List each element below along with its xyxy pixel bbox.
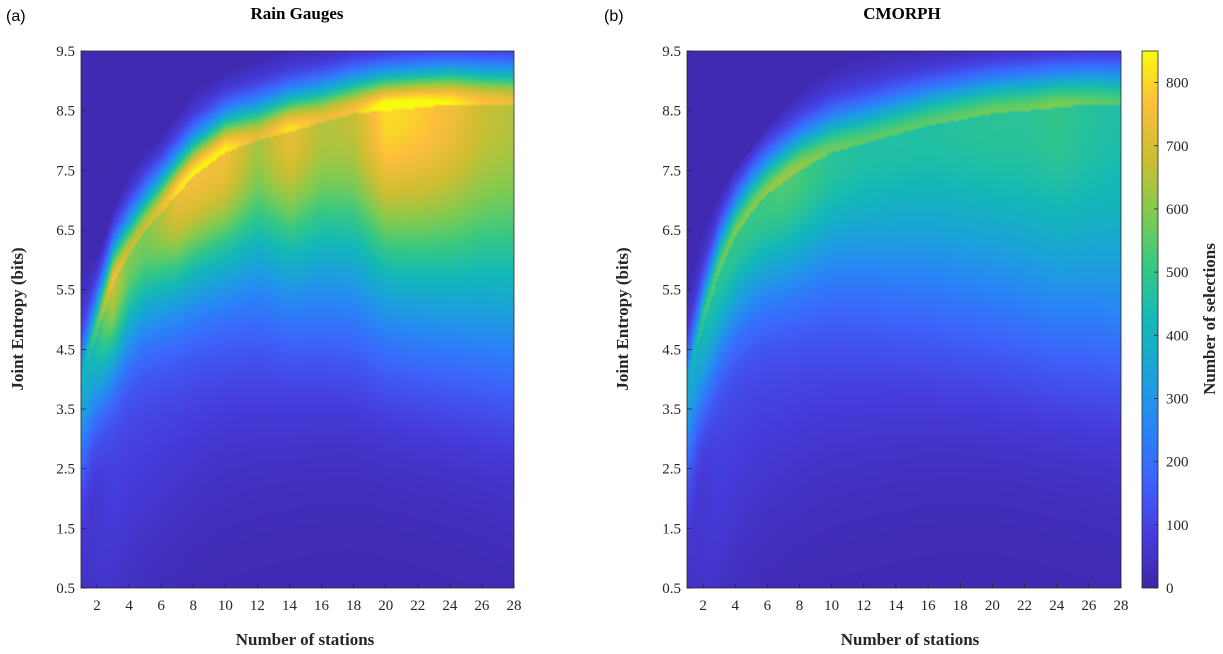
y-tick-label: 0.5: [662, 581, 681, 597]
x-tick-label: 22: [1017, 598, 1032, 614]
y-tick-label: 4.5: [662, 342, 681, 358]
x-tick-label: 12: [856, 598, 871, 614]
y-tick-label: 8.5: [56, 104, 75, 120]
y-axis-label-a: Joint Entropy (bits): [8, 247, 27, 390]
panel-a: (a) Rain Gauges 2 4 6 8 10 12 14 16 18 20 22 24 26 28…: [6, 4, 522, 649]
chart-title-b: CMORPH: [863, 4, 940, 23]
x-tick-label: 10: [824, 598, 839, 614]
y-axis-label-b: Joint Entropy (bits): [613, 247, 632, 390]
x-tick-label: 10: [218, 598, 233, 614]
y-tick-label: 9.5: [56, 44, 75, 60]
x-tick-label: 26: [474, 598, 490, 614]
x-tick-label: 16: [314, 598, 330, 614]
y-tick-label: 8.5: [662, 104, 681, 120]
x-tick-label: 8: [190, 598, 198, 614]
y-tick-label: 4.5: [56, 342, 75, 358]
y-ticks-a: 0.5 1.5 2.5 3.5 4.5 5.5 6.5 7.5 8.5 9.5: [56, 44, 86, 597]
colorbar-tick-label: 700: [1166, 139, 1189, 155]
colorbar-tick-label: 200: [1166, 455, 1189, 471]
x-tick-label: 18: [953, 598, 968, 614]
x-tick-label: 6: [157, 598, 165, 614]
y-tick-label: 2.5: [662, 462, 681, 478]
panel-label-b: (b): [604, 8, 624, 25]
x-tick-label: 24: [1049, 598, 1065, 614]
x-tick-label: 20: [985, 598, 1000, 614]
x-tick-label: 14: [282, 598, 298, 614]
y-tick-label: 5.5: [56, 283, 75, 299]
x-tick-label: 6: [764, 598, 772, 614]
y-tick-label: 6.5: [56, 223, 75, 239]
x-tick-label: 2: [699, 598, 707, 614]
x-tick-label: 28: [1114, 598, 1129, 614]
colorbar: 0 100 200 300 400 500 600 700 800 Number of sele…: [1141, 50, 1219, 597]
x-tick-label: 2: [93, 598, 101, 614]
colorbar-ticks: 0 100 200 300 400 500 600 700 800: [1154, 76, 1189, 597]
y-tick-label: 6.5: [662, 223, 681, 239]
x-tick-label: 4: [125, 598, 133, 614]
y-tick-label: 5.5: [662, 283, 681, 299]
x-tick-label: 18: [346, 598, 361, 614]
y-tick-label: 7.5: [56, 163, 75, 179]
x-tick-label: 28: [507, 598, 522, 614]
y-tick-label: 3.5: [56, 402, 75, 418]
x-tick-label: 12: [250, 598, 265, 614]
x-tick-label: 20: [378, 598, 393, 614]
x-ticks-b: 2 4 6 8 10 12 14 16 18 20 22 24 26 28: [699, 583, 1129, 614]
x-tick-label: 4: [731, 598, 739, 614]
y-tick-label: 3.5: [662, 402, 681, 418]
heatmap-image-a: [81, 51, 514, 588]
x-ticks-a: 2 4 6 8 10 12 14 16 18 20 22 24 26 28: [93, 583, 522, 614]
y-tick-label: 9.5: [662, 44, 681, 60]
chart-title-a: Rain Gauges: [250, 4, 343, 23]
x-axis-label-a: Number of stations: [236, 630, 375, 649]
colorbar-label: Number of selections: [1200, 243, 1219, 395]
x-tick-label: 14: [888, 598, 904, 614]
colorbar-tick-label: 300: [1166, 391, 1189, 407]
colorbar-tick-label: 500: [1166, 265, 1189, 281]
panel-label-a: (a): [6, 8, 26, 25]
plot-frame-a: [80, 50, 515, 589]
colorbar-tick-label: 100: [1166, 518, 1189, 534]
y-tick-label: 1.5: [662, 521, 681, 537]
panel-b: (b) CMORPH 2 4 6 8 10 12 14 16 18 20 22 24 26 28 0.51…: [604, 4, 1129, 649]
colorbar-tick-label: 600: [1166, 202, 1189, 218]
x-tick-label: 26: [1081, 598, 1097, 614]
heatmap-image-b: [687, 51, 1121, 588]
colorbar-gradient: [1141, 50, 1159, 589]
plot-frame-b: [686, 50, 1122, 589]
y-ticks-b: 0.5 1.5 2.5 3.5 4.5 5.5 6.5 7.5 8.5 9.5: [662, 44, 692, 597]
x-tick-label: 22: [410, 598, 425, 614]
x-axis-label-b: Number of stations: [841, 630, 980, 649]
x-tick-label: 24: [442, 598, 458, 614]
colorbar-tick-label: 400: [1166, 328, 1189, 344]
y-tick-label: 0.5: [56, 581, 75, 597]
x-tick-label: 8: [796, 598, 804, 614]
y-tick-label: 7.5: [662, 163, 681, 179]
colorbar-tick-label: 800: [1166, 76, 1189, 92]
y-tick-label: 1.5: [56, 521, 75, 537]
y-tick-label: 2.5: [56, 462, 75, 478]
colorbar-tick-label: 0: [1166, 581, 1174, 597]
x-tick-label: 16: [921, 598, 937, 614]
